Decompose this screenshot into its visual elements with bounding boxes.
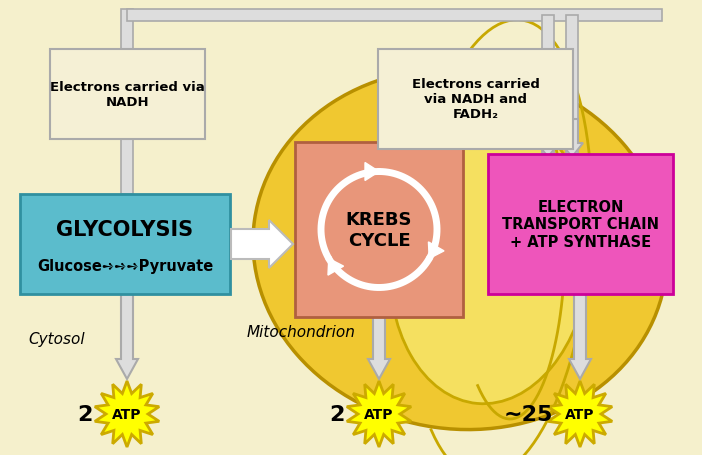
Polygon shape xyxy=(569,294,591,379)
Polygon shape xyxy=(95,381,159,447)
Ellipse shape xyxy=(390,115,590,404)
Text: Glucose➺➺➺Pyruvate: Glucose➺➺➺Pyruvate xyxy=(37,259,213,274)
Text: Cytosol: Cytosol xyxy=(28,332,85,347)
Text: 2: 2 xyxy=(329,404,345,424)
Ellipse shape xyxy=(253,69,667,430)
Polygon shape xyxy=(561,120,583,157)
Polygon shape xyxy=(368,317,390,379)
Text: GLYCOLYSIS: GLYCOLYSIS xyxy=(56,219,194,239)
Polygon shape xyxy=(566,16,578,155)
Text: 2: 2 xyxy=(77,404,93,424)
Polygon shape xyxy=(428,243,444,259)
Polygon shape xyxy=(231,221,293,268)
FancyBboxPatch shape xyxy=(378,50,573,150)
Text: ~25: ~25 xyxy=(503,404,552,424)
Text: ATP: ATP xyxy=(364,407,394,421)
Text: ATP: ATP xyxy=(112,407,142,421)
Text: ATP: ATP xyxy=(565,407,595,421)
FancyBboxPatch shape xyxy=(488,155,673,294)
FancyBboxPatch shape xyxy=(20,195,230,294)
Polygon shape xyxy=(347,381,411,447)
Polygon shape xyxy=(537,120,559,157)
Polygon shape xyxy=(127,10,662,22)
Text: Electrons carried via
NADH: Electrons carried via NADH xyxy=(50,81,205,109)
Text: Mitochondrion: Mitochondrion xyxy=(247,325,356,340)
Polygon shape xyxy=(116,294,138,379)
Polygon shape xyxy=(121,10,133,195)
Text: Electrons carried
via NADH and
FADH₂: Electrons carried via NADH and FADH₂ xyxy=(411,78,539,121)
FancyBboxPatch shape xyxy=(50,50,205,140)
Polygon shape xyxy=(365,163,379,181)
Polygon shape xyxy=(328,259,343,276)
Polygon shape xyxy=(542,16,554,155)
Polygon shape xyxy=(548,381,612,447)
Text: ELECTRON
TRANSPORT CHAIN
+ ATP SYNTHASE: ELECTRON TRANSPORT CHAIN + ATP SYNTHASE xyxy=(502,200,659,249)
Text: KREBS
CYCLE: KREBS CYCLE xyxy=(346,211,412,249)
FancyBboxPatch shape xyxy=(295,143,463,317)
